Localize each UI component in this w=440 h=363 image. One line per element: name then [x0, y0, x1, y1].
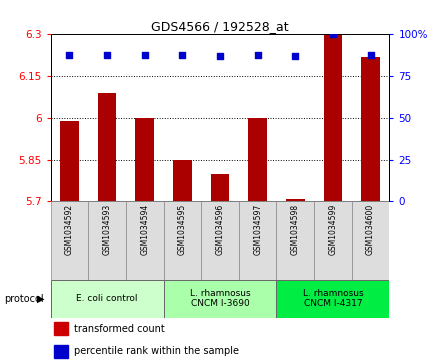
Bar — [248, 118, 267, 201]
Text: GSM1034600: GSM1034600 — [366, 204, 375, 255]
Bar — [276, 201, 314, 280]
Bar — [361, 57, 380, 201]
Bar — [211, 174, 229, 201]
Text: protocol: protocol — [4, 294, 44, 303]
Text: GSM1034592: GSM1034592 — [65, 204, 74, 255]
Text: percentile rank within the sample: percentile rank within the sample — [74, 346, 239, 356]
Text: GSM1034595: GSM1034595 — [178, 204, 187, 255]
Text: GSM1034598: GSM1034598 — [291, 204, 300, 255]
Text: GSM1034597: GSM1034597 — [253, 204, 262, 255]
Bar — [88, 201, 126, 280]
Bar — [98, 93, 117, 201]
Text: L. rhamnosus
CNCM I-3690: L. rhamnosus CNCM I-3690 — [190, 289, 250, 308]
Text: GSM1034593: GSM1034593 — [103, 204, 112, 255]
Text: GSM1034599: GSM1034599 — [328, 204, 337, 255]
Bar — [276, 280, 389, 318]
Point — [367, 52, 374, 57]
Point — [179, 52, 186, 57]
Point — [292, 53, 299, 59]
Bar — [352, 201, 389, 280]
Text: GSM1034596: GSM1034596 — [216, 204, 224, 255]
Text: L. rhamnosus
CNCM I-4317: L. rhamnosus CNCM I-4317 — [303, 289, 363, 308]
Bar — [164, 280, 276, 318]
Bar — [126, 201, 164, 280]
Bar — [286, 199, 305, 201]
Bar — [323, 34, 342, 201]
Bar — [173, 160, 192, 201]
Bar — [239, 201, 276, 280]
Point — [66, 52, 73, 57]
Bar — [314, 201, 352, 280]
Bar — [51, 280, 164, 318]
Bar — [136, 118, 154, 201]
Bar — [201, 201, 239, 280]
Point — [330, 32, 337, 37]
Bar — [54, 345, 68, 358]
Bar — [51, 201, 88, 280]
Title: GDS4566 / 192528_at: GDS4566 / 192528_at — [151, 20, 289, 33]
Bar — [60, 121, 79, 201]
Text: ▶: ▶ — [37, 294, 45, 303]
Bar — [54, 322, 68, 335]
Text: GSM1034594: GSM1034594 — [140, 204, 149, 255]
Text: transformed count: transformed count — [74, 324, 165, 334]
Point — [216, 53, 224, 59]
Point — [103, 52, 110, 57]
Text: E. coli control: E. coli control — [76, 294, 138, 303]
Point — [141, 52, 148, 57]
Point — [254, 52, 261, 57]
Bar — [164, 201, 201, 280]
